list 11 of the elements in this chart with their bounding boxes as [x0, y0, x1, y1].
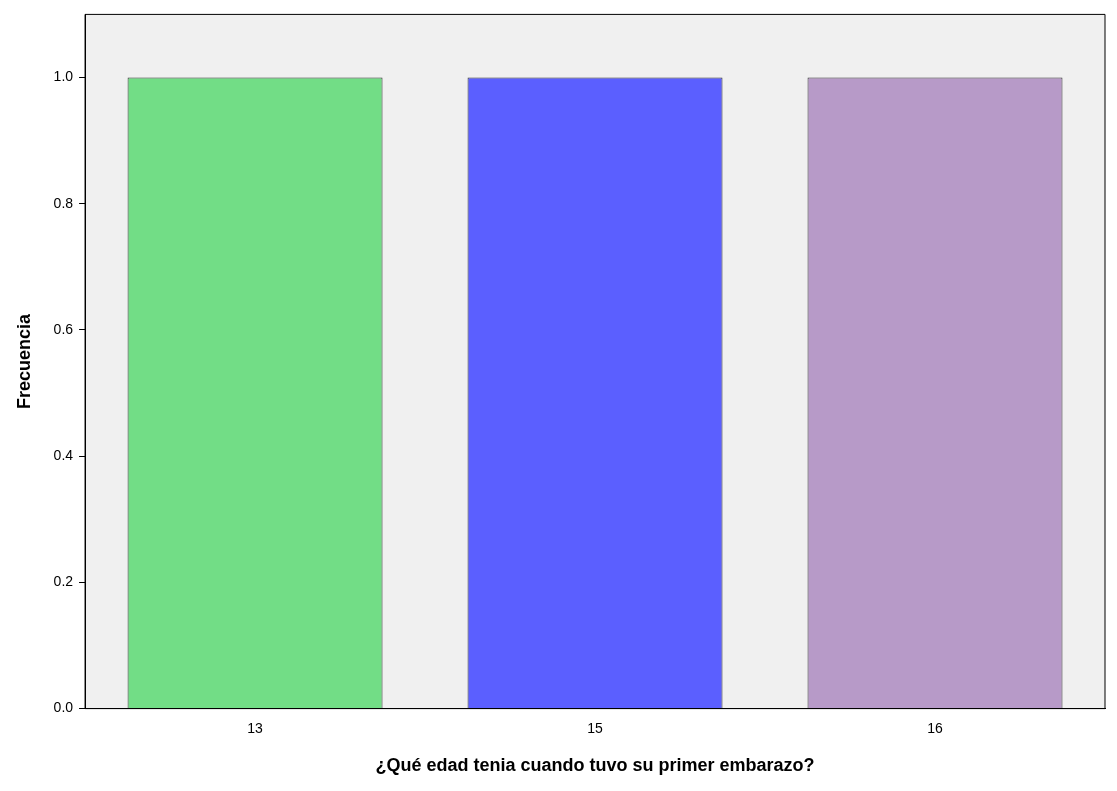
- y-tick-label: 0.6: [53, 320, 74, 337]
- y-tick-label: 1.0: [53, 68, 74, 85]
- x-axis-title: ¿Qué edad tenia cuando tuvo su primer embarazo?: [375, 755, 815, 776]
- x-tick-label: 13: [247, 719, 264, 736]
- y-tick-label: 0.4: [53, 447, 74, 464]
- x-tick-label: 15: [587, 719, 604, 736]
- y-tick-label: 0.8: [53, 194, 74, 211]
- y-axis-title: Frecuencia: [13, 312, 34, 410]
- y-tick-label: 0.2: [53, 573, 74, 590]
- y-tick-label: 0.0: [53, 699, 74, 716]
- x-tick-label: 16: [927, 719, 944, 736]
